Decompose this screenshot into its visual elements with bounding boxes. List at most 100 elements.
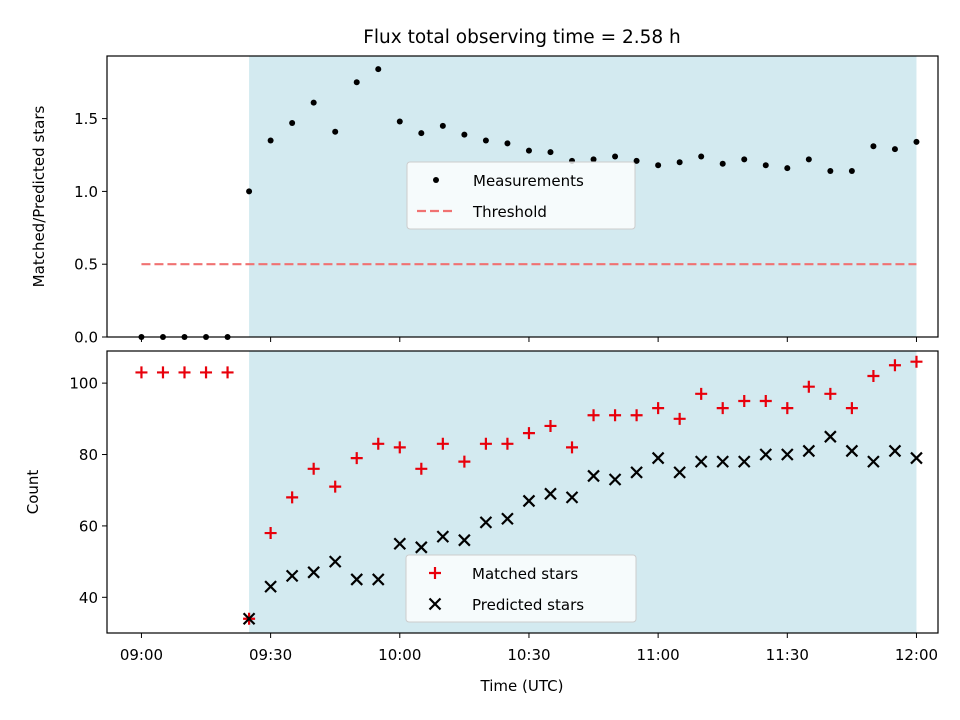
data-point [565,491,579,504]
data-point [461,131,468,138]
x-tick-label: 09:00 [120,646,163,664]
data-point [415,541,428,554]
data-point [802,444,816,458]
legend: Matched stars Predicted stars [405,554,637,623]
data-point [652,402,665,415]
data-point [267,137,274,144]
panel-1: 0.0 0.5 1.0 1.5 Matched/Predicted stars Measu… [30,55,939,347]
data-point [655,162,662,169]
data-point [608,473,622,486]
legend-marker [429,567,441,579]
data-point [676,159,683,166]
data-point [824,387,837,400]
data-point [328,555,342,568]
data-point [888,444,902,458]
data-point [310,99,317,106]
data-point [867,455,880,468]
data-point [522,427,535,440]
data-point [910,355,923,368]
y-tick-label: 100 [69,375,98,393]
data-point [781,448,794,461]
data-point [759,448,773,461]
data-point [307,566,320,579]
data-point [633,157,640,164]
data-point [501,512,514,526]
axes-frame [106,55,939,338]
data-point [289,119,296,126]
data-point [525,147,532,154]
data-point [350,452,363,465]
data-point [802,380,815,393]
data-point [436,437,449,450]
data-point [458,533,471,547]
legend-label: Measurements [473,172,584,190]
data-point [910,451,923,465]
data-point [439,122,446,129]
data-point [396,118,403,125]
data-point [784,165,791,172]
legend-marker [433,177,439,183]
data-point [612,153,619,160]
data-point [264,527,277,540]
data-point [824,430,837,443]
data-point [781,402,794,415]
data-point [307,462,320,475]
data-point [590,156,597,163]
chart-title: Flux total observing time = 2.58 h [363,27,681,48]
data-point [845,444,859,458]
panels: 0.0 0.5 1.0 1.5 Matched/Predicted stars Measu… [24,55,939,664]
data-point [458,455,471,468]
data-point [371,573,385,586]
data-point [716,402,729,415]
data-point [845,402,858,415]
data-point [695,387,708,400]
x-axis-label: Time (UTC) [480,677,564,695]
legend-box [406,161,636,230]
legend-box [405,554,637,623]
x-tick-label: 12:00 [895,646,938,664]
data-point [719,160,726,167]
data-point [329,480,342,493]
data-point [178,366,191,379]
data-point [609,409,622,422]
data-point [870,143,877,150]
legend-label: Matched stars [472,565,578,583]
legend-label: Predicted stars [472,596,584,614]
legend-label: Threshold [472,203,547,221]
data-point [522,494,536,508]
data-point [694,455,708,468]
data-point [479,516,493,529]
data-point [630,409,643,422]
data-point [716,455,729,468]
data-point [393,441,406,454]
data-point [221,366,234,379]
data-point [418,130,425,137]
data-point [673,466,686,479]
data-point [242,612,256,625]
y-tick-label: 40 [79,589,98,607]
y-tick-label: 0.0 [74,329,98,347]
data-point [738,394,751,407]
data-point [630,466,643,479]
data-point [759,394,772,407]
y-axis-label: Count [24,470,42,515]
data-point [482,137,489,144]
data-point [501,437,514,450]
data-point [547,149,554,156]
data-point [375,66,382,73]
data-point [246,188,253,195]
legend-marker [428,597,442,611]
data-point [350,573,364,586]
data-point [867,369,880,382]
x-tick-label: 11:00 [637,646,680,664]
panel-2: 40 60 80 100 09:00 09:30 10:00 10:30 11:00 11:30 1… [24,350,939,664]
y-tick-label: 0.5 [74,256,98,274]
legend: Measurements Threshold [406,161,636,230]
data-point [888,359,901,372]
series-measurements [138,66,920,340]
y-tick-label: 80 [79,446,98,464]
data-point [741,156,748,163]
data-point [805,156,812,163]
data-point [566,441,579,454]
